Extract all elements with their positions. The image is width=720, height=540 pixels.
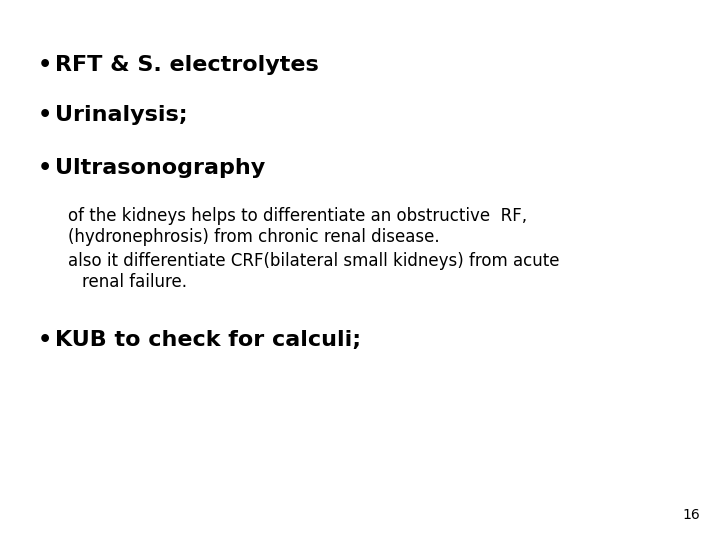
Text: of the kidneys helps to differentiate an obstructive  RF,: of the kidneys helps to differentiate an… [68, 207, 527, 225]
Text: •: • [38, 330, 53, 350]
Text: renal failure.: renal failure. [82, 273, 187, 291]
Text: Urinalysis;: Urinalysis; [55, 105, 188, 125]
Text: •: • [38, 105, 53, 125]
Text: RFT & S. electrolytes: RFT & S. electrolytes [55, 55, 319, 75]
Text: 16: 16 [683, 508, 700, 522]
Text: Ultrasonography: Ultrasonography [55, 158, 265, 178]
Text: •: • [38, 158, 53, 178]
Text: (hydronephrosis) from chronic renal disease.: (hydronephrosis) from chronic renal dise… [68, 228, 440, 246]
Text: also it differentiate CRF(bilateral small kidneys) from acute: also it differentiate CRF(bilateral smal… [68, 252, 559, 270]
Text: •: • [38, 55, 53, 75]
Text: KUB to check for calculi;: KUB to check for calculi; [55, 330, 361, 350]
